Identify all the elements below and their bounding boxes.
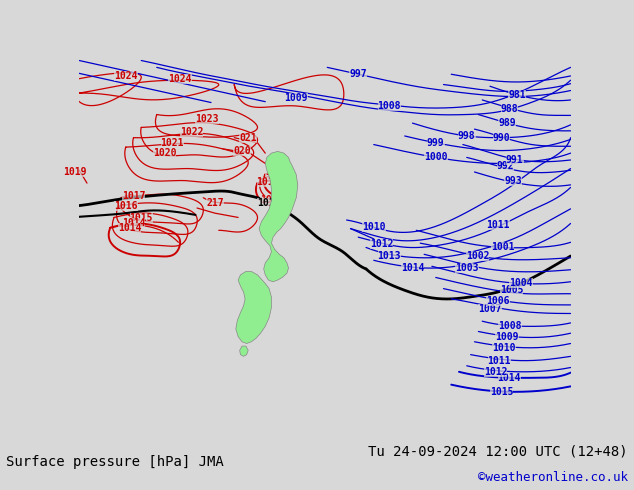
Text: 1024: 1024 (168, 74, 191, 84)
Text: 1000: 1000 (424, 152, 448, 162)
Text: 1018: 1018 (257, 177, 280, 187)
Text: 1008: 1008 (498, 321, 522, 331)
Text: 989: 989 (498, 118, 516, 128)
Text: 1015: 1015 (129, 213, 153, 223)
Text: 1020: 1020 (153, 148, 176, 158)
Text: Tu 24-09-2024 12:00 UTC (12+48): Tu 24-09-2024 12:00 UTC (12+48) (368, 444, 628, 459)
Text: 1021: 1021 (160, 138, 184, 148)
Text: 1001: 1001 (491, 243, 514, 252)
Text: 1016: 1016 (114, 201, 138, 211)
Text: 1011: 1011 (486, 220, 510, 230)
Text: 1004: 1004 (509, 278, 533, 289)
Polygon shape (259, 151, 298, 282)
Polygon shape (236, 271, 271, 343)
Text: 1013: 1013 (257, 198, 281, 208)
Polygon shape (240, 346, 248, 356)
Text: 997: 997 (349, 69, 367, 79)
Text: 1022: 1022 (180, 127, 204, 137)
Text: 990: 990 (493, 133, 510, 143)
Text: 998: 998 (458, 131, 476, 141)
Text: 1017: 1017 (122, 191, 145, 201)
Text: 1005: 1005 (500, 285, 524, 295)
Text: 1024: 1024 (114, 71, 138, 81)
Text: 991: 991 (506, 155, 524, 165)
Text: 988: 988 (501, 103, 518, 114)
Text: 1023: 1023 (195, 114, 219, 124)
Text: 992: 992 (496, 161, 514, 171)
Text: 1003: 1003 (455, 263, 479, 273)
Text: 1012: 1012 (370, 239, 393, 249)
Text: 1012: 1012 (484, 367, 507, 377)
Text: 021: 021 (240, 133, 257, 143)
Text: ©weatheronline.co.uk: ©weatheronline.co.uk (477, 470, 628, 484)
Text: 981: 981 (508, 90, 526, 100)
Text: 1018: 1018 (260, 196, 283, 205)
Text: 1002: 1002 (466, 251, 489, 261)
Text: 1013: 1013 (377, 251, 401, 261)
Text: 1014: 1014 (498, 373, 521, 383)
Text: 1019: 1019 (63, 167, 87, 177)
Text: 1014: 1014 (401, 263, 424, 273)
Text: 1015: 1015 (490, 387, 514, 396)
Text: 020: 020 (233, 146, 251, 155)
Text: 1014: 1014 (118, 223, 141, 233)
Text: 1011: 1011 (488, 356, 511, 366)
Text: 999: 999 (427, 138, 444, 148)
Text: 1006: 1006 (486, 295, 510, 306)
Text: 1014: 1014 (122, 219, 145, 228)
Text: 1008: 1008 (377, 101, 401, 111)
Text: 1019: 1019 (265, 167, 288, 177)
Text: 217: 217 (206, 198, 224, 208)
Text: 1007: 1007 (478, 304, 501, 314)
Text: 1009: 1009 (495, 333, 519, 343)
Text: 1009: 1009 (285, 93, 308, 103)
Text: 1010: 1010 (362, 222, 385, 232)
Text: 1010: 1010 (492, 343, 515, 353)
Text: 993: 993 (505, 175, 522, 186)
Text: Surface pressure [hPa] JMA: Surface pressure [hPa] JMA (6, 455, 224, 469)
